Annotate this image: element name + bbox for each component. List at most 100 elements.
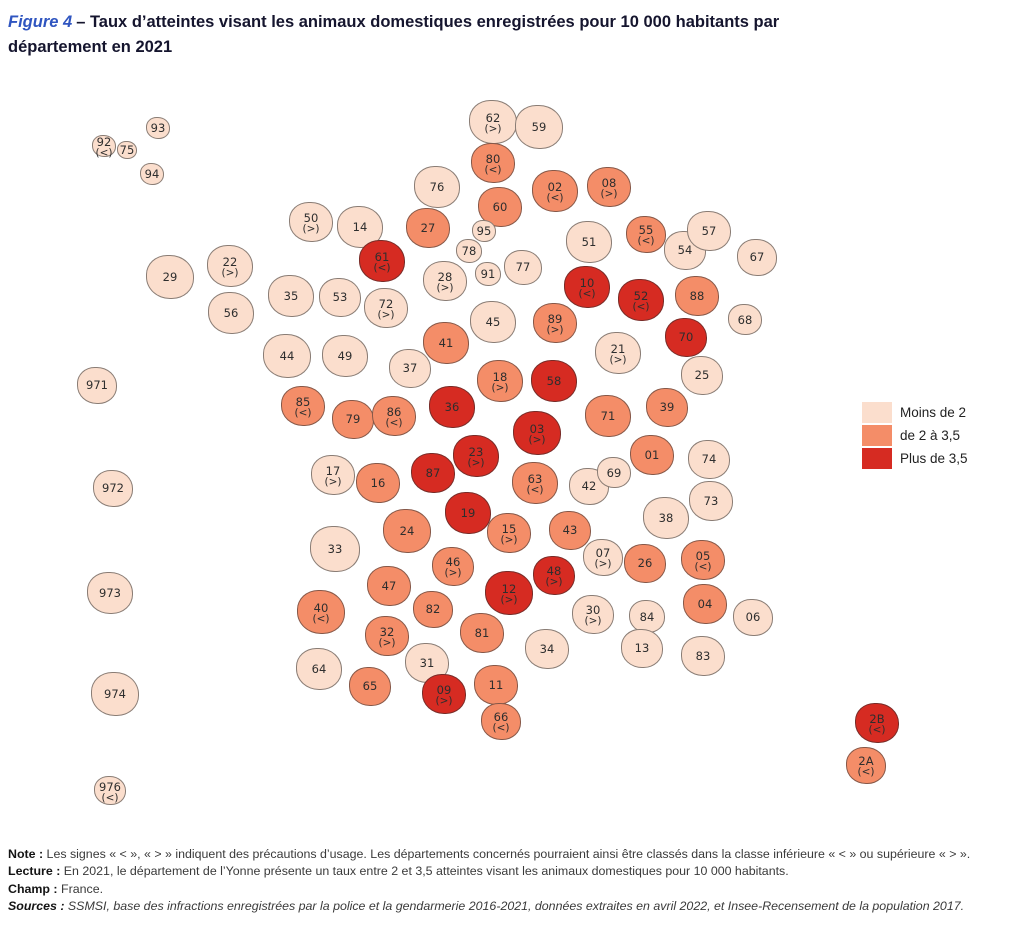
department-code: 65: [362, 678, 378, 693]
department-34: [525, 628, 569, 669]
department-55: [626, 215, 666, 253]
footnotes: Note : Les signes « < », « > » indiquent…: [8, 846, 1008, 916]
department-precaution-sign: (<): [526, 484, 544, 497]
department-precaution-sign: (>): [500, 534, 518, 547]
department-code: 59: [531, 119, 547, 134]
department-27: [406, 207, 450, 248]
department-52: [618, 278, 664, 321]
department-precaution-sign: (>): [600, 188, 618, 201]
department-22: [207, 244, 253, 287]
department-code: 58: [546, 373, 562, 388]
department-code: 16: [370, 475, 386, 490]
legend-item-high: Plus de 3,5: [862, 447, 968, 470]
department-code: 91: [480, 266, 496, 281]
department-precaution-sign: (>): [378, 637, 396, 650]
department-code: 86: [386, 405, 402, 420]
department-precaution-sign: (<): [312, 613, 330, 626]
department-69: [597, 457, 631, 489]
department-code: 52: [633, 289, 649, 304]
department-02: [532, 169, 578, 212]
department-code: 05: [695, 549, 711, 564]
department-code: 04: [697, 596, 713, 611]
department-code: 18: [492, 370, 508, 385]
department-code: 55: [638, 223, 654, 238]
department-code: 13: [634, 640, 650, 655]
department-label-42: 42: [582, 480, 597, 492]
department-08: [587, 166, 631, 207]
department-label-72: 72 (>): [378, 298, 395, 322]
department-code: 82: [425, 601, 441, 616]
department-label-64: 64: [312, 663, 327, 675]
department-40: [297, 589, 345, 634]
department-85: [281, 385, 325, 426]
department-2B: [855, 702, 899, 743]
department-label-69: 69: [607, 467, 622, 479]
department-label-10: 10 (<): [579, 277, 596, 301]
department-26: [624, 543, 666, 583]
footnote-text: Les signes « < », « > » indiquent des pr…: [46, 847, 971, 861]
footnote-prefix: Note :: [8, 847, 47, 861]
department-code: 51: [581, 234, 597, 249]
department-precaution-sign: (>): [221, 267, 239, 280]
department-precaution-sign: (<): [868, 724, 886, 737]
department-precaution-sign: (<): [95, 147, 113, 160]
department-code: 56: [223, 305, 239, 320]
department-label-07: 07 (>): [595, 547, 612, 571]
department-precaution-sign: (<): [578, 288, 596, 301]
department-precaution-sign: (<): [546, 192, 564, 205]
department-code: 974: [104, 686, 126, 701]
department-95: [472, 219, 496, 242]
department-label-17: 17 (>): [325, 465, 342, 489]
department-label-2A: 2A (<): [858, 755, 875, 779]
department-code: 76: [429, 179, 445, 194]
department-precaution-sign: (>): [528, 434, 546, 447]
department-label-83: 83: [696, 650, 711, 662]
footnote-text: SSMSI, base des infractions enregistrées…: [67, 899, 965, 914]
department-label-31: 31: [420, 657, 435, 669]
department-33: [310, 526, 360, 572]
department-precaution-sign: (>): [584, 615, 602, 628]
department-label-55: 55 (<): [638, 224, 655, 248]
figure-title-text: – Taux d’atteintes visant les animaux do…: [8, 13, 780, 56]
department-precaution-sign: (<): [694, 561, 712, 574]
department-code: 24: [399, 523, 415, 538]
department-974: [91, 671, 139, 716]
department-code: 03: [529, 422, 545, 437]
department-label-71: 71: [601, 410, 616, 422]
department-code: 46: [445, 555, 461, 570]
legend-swatch-low: [862, 402, 892, 423]
department-label-66: 66 (<): [493, 711, 510, 735]
department-label-25: 25: [695, 369, 710, 381]
department-label-43: 43: [563, 524, 578, 536]
department-37: [389, 348, 431, 388]
department-precaution-sign: (>): [491, 382, 509, 395]
department-precaution-sign: (<): [373, 262, 391, 275]
figure-number: Figure 4: [8, 13, 73, 31]
department-code: 74: [701, 451, 717, 466]
department-code: 48: [546, 564, 562, 579]
department-code: 87: [425, 465, 441, 480]
department-code: 12: [501, 582, 517, 597]
department-precaution-sign: (>): [609, 354, 627, 367]
department-83: [681, 635, 725, 676]
department-label-33: 33: [328, 543, 343, 555]
department-code: 75: [119, 142, 135, 157]
department-label-77: 77: [516, 261, 531, 273]
department-21: [595, 331, 641, 374]
footnote-line: Note : Les signes « < », « > » indiquent…: [8, 846, 1008, 862]
department-code: 72: [378, 297, 394, 312]
department-label-08: 08 (>): [601, 177, 618, 201]
department-code: 33: [327, 541, 343, 556]
department-89: [533, 302, 577, 343]
footnote-prefix: Lecture :: [8, 864, 64, 879]
department-label-02: 02 (<): [547, 181, 564, 205]
department-label-36: 36: [445, 401, 460, 413]
department-label-84: 84: [640, 611, 655, 623]
department-code: 28: [437, 270, 453, 285]
department-label-53: 53: [333, 291, 348, 303]
department-label-91: 91: [481, 268, 496, 280]
department-label-28: 28 (>): [437, 271, 454, 295]
department-label-80: 80 (<): [485, 153, 502, 177]
department-label-09: 09 (>): [436, 684, 453, 708]
